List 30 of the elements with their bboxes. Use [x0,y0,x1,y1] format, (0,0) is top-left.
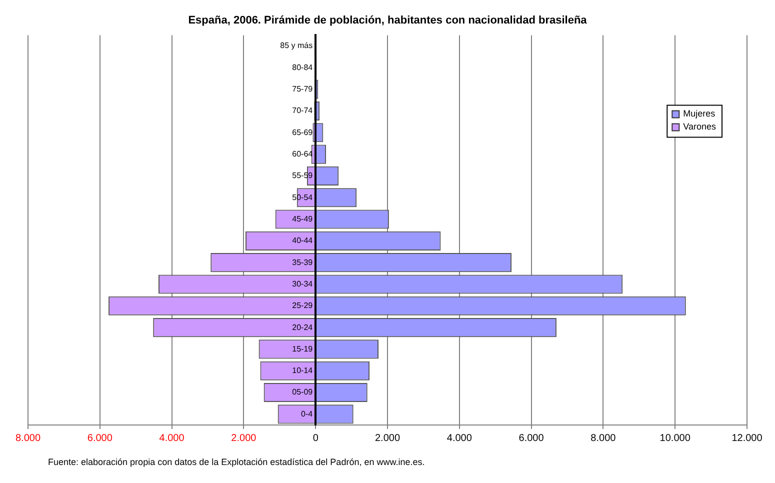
y-tick-label: 45-49 [292,214,314,224]
y-tick-label: 10-14 [292,366,314,376]
chart-title: España, 2006. Pirámide de población, habitantes con nacionalidad brasileña [188,14,588,27]
y-tick-label: 25-29 [292,301,314,310]
y-tick-label: 05-09 [292,388,314,397]
x-tick-label: 8.000 [590,432,616,444]
y-tick-label: 70-74 [292,106,314,116]
y-tick-label: 65-69 [292,128,314,137]
y-tick-label: 35-39 [292,258,314,267]
y-tick-label: 40-44 [292,236,314,246]
x-tick-label: 2.000 [374,432,400,444]
x-tick-label: 0 [312,432,319,444]
x-tick-label: 12.000 [732,432,763,444]
x-tick-label: 8.000 [15,432,41,444]
legend-label: Varones [683,122,716,132]
source-note: Fuente: elaboración propia con datos de la Explotación estadística del Padrón, en www.ine.es. [48,457,425,467]
x-tick-label: 6.000 [87,432,113,444]
y-tick-label: 20-24 [292,322,314,332]
x-tick-label: 10.000 [660,432,691,444]
y-tick-label: 0-4 [301,409,314,418]
y-tick-label: 15-19 [292,344,314,354]
y-tick-label: 75-79 [292,84,314,94]
x-tick-label: 6.000 [518,432,544,444]
legend-label: Mujeres [683,108,716,119]
x-tick-label: 2.000 [231,432,257,444]
x-tick-label: 4.000 [446,432,472,444]
y-tick-label: 85 y más [280,41,313,50]
x-tick-label: 4.000 [159,432,185,444]
y-tick-label: 30-34 [292,279,314,288]
y-tick-label: 80-84 [292,62,314,72]
